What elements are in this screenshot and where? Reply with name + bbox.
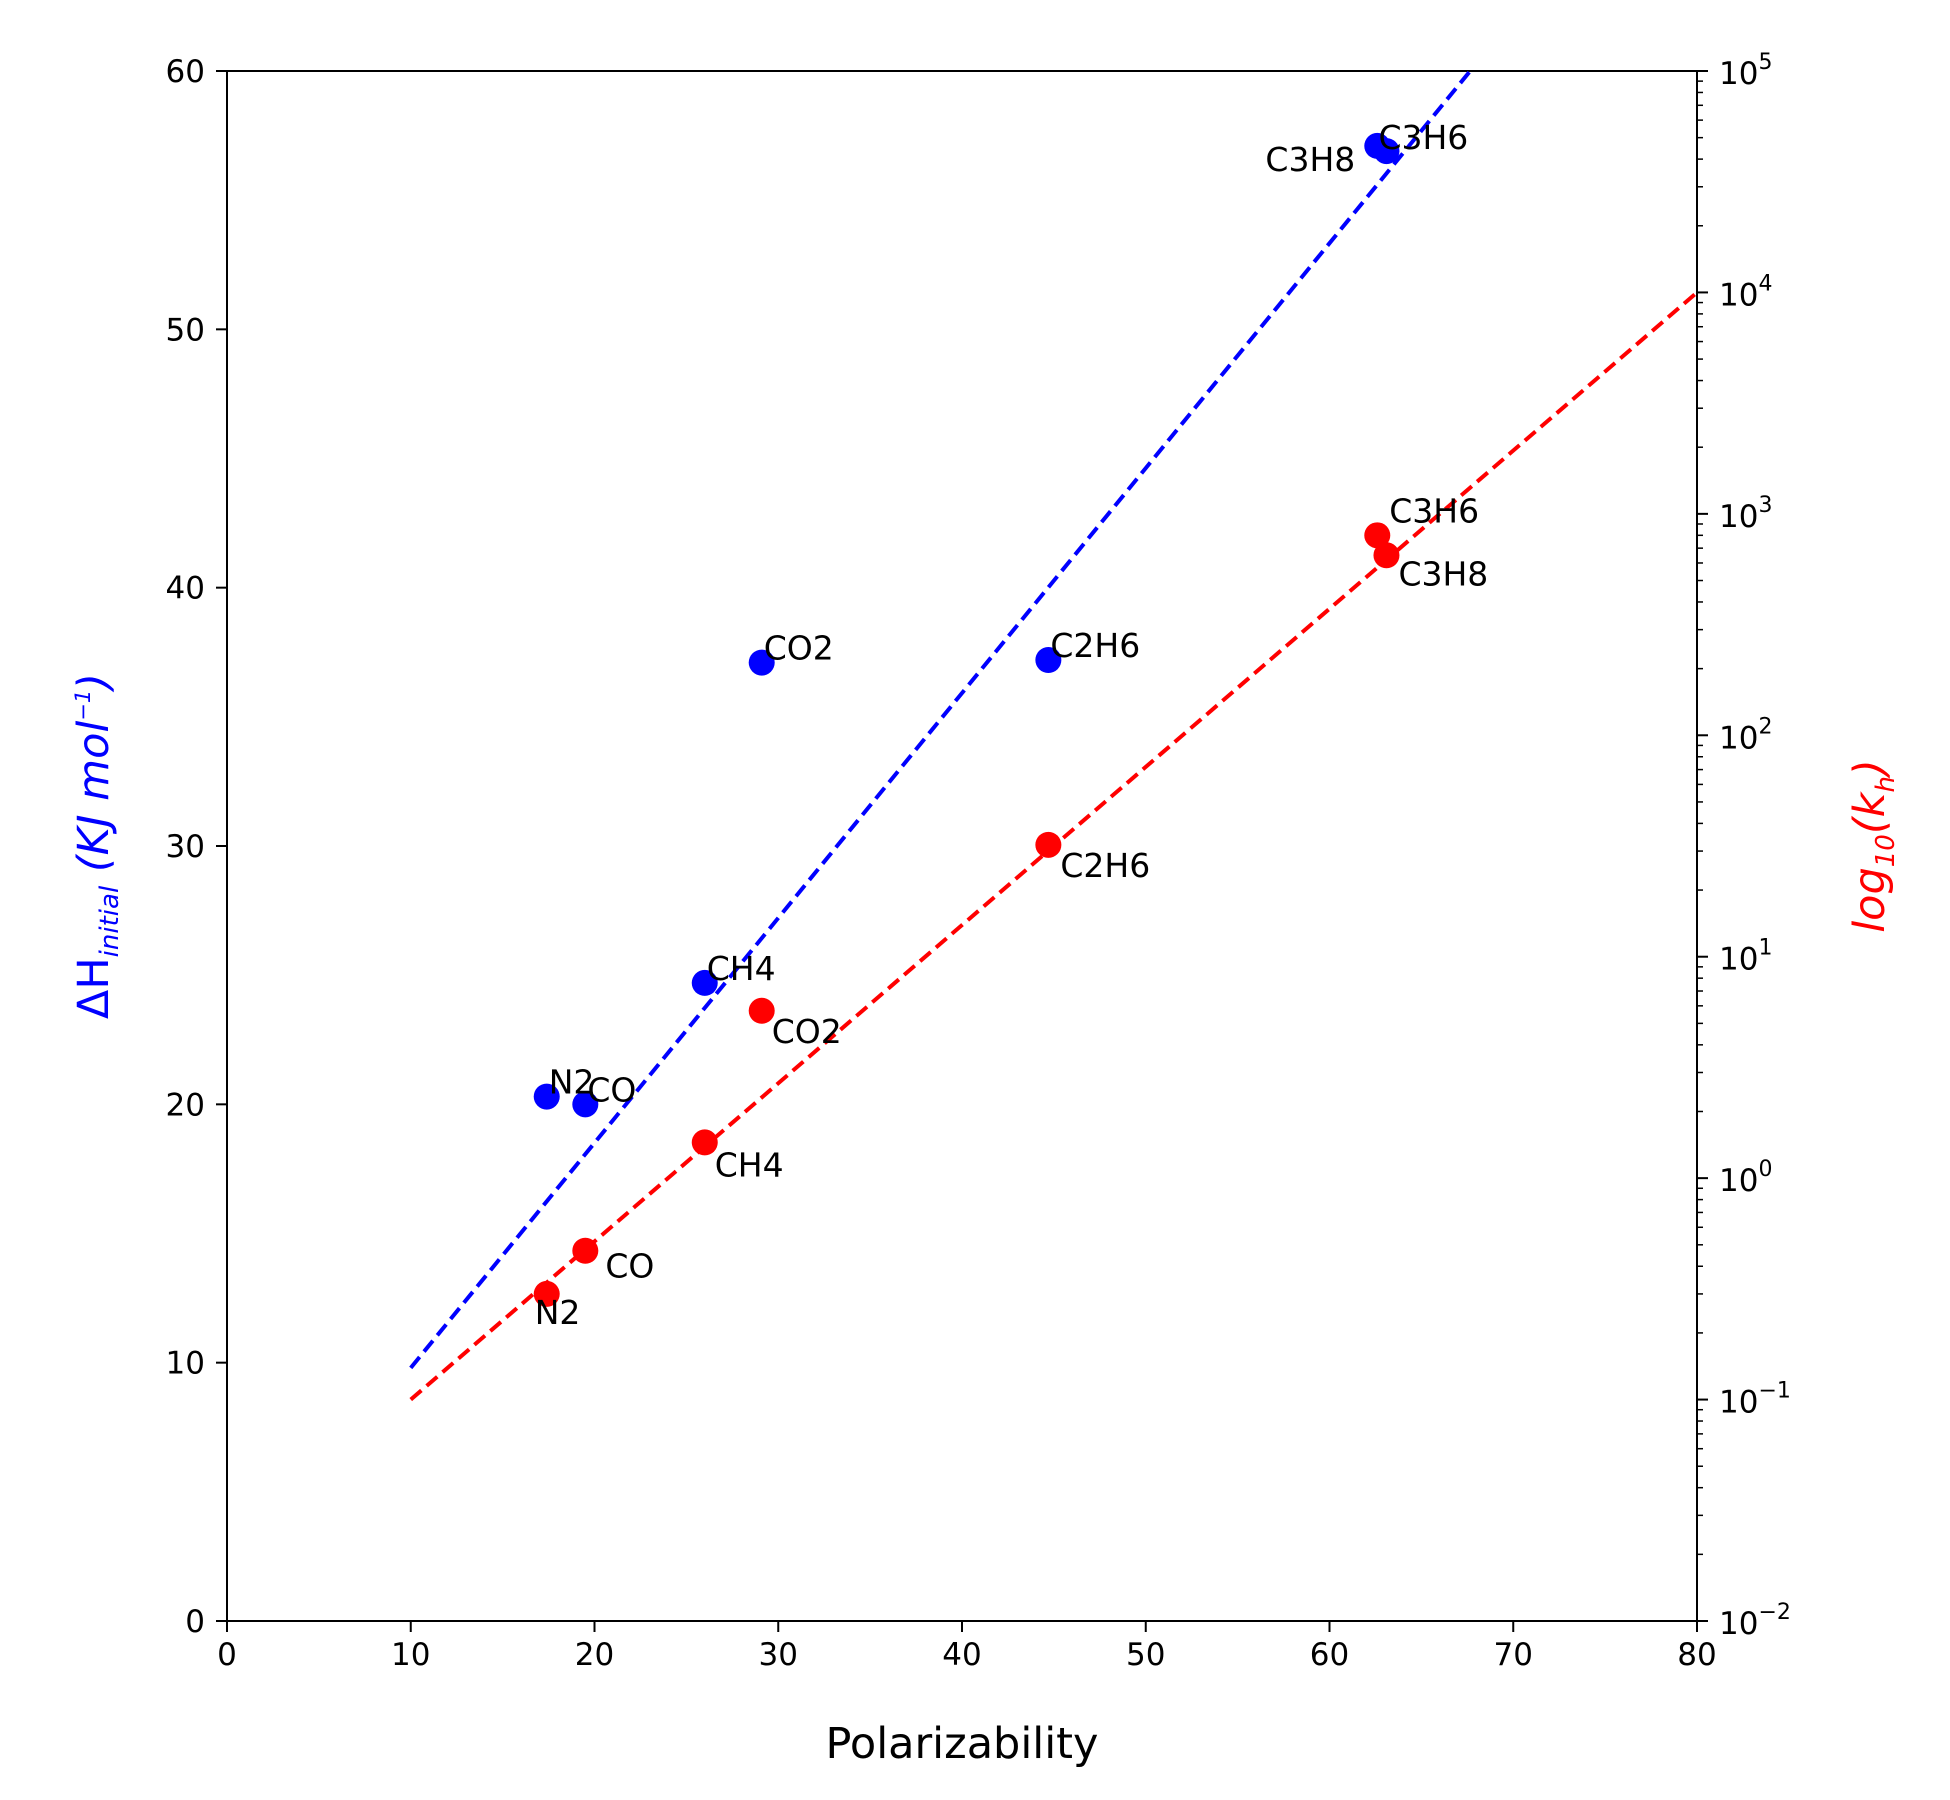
- plot-frame: [226, 70, 1698, 1622]
- point-label-left-c2h6: C2H6: [1050, 626, 1140, 665]
- point-left-co: [572, 1091, 599, 1118]
- point-label-left-n2: N2: [549, 1063, 595, 1102]
- left-axis-label-units: (KJ mol: [69, 721, 119, 886]
- point-label-left-co2: CO2: [764, 629, 834, 668]
- point-label-right-ch4: CH4: [715, 1145, 784, 1184]
- right-tick-label: 10−2: [1719, 1600, 1791, 1642]
- point-label-left-c3h6: C3H6: [1378, 118, 1468, 157]
- point-right-co: [572, 1237, 599, 1264]
- right-axis-label-close: ): [1845, 759, 1895, 779]
- fit-line-left: [409, 71, 1473, 1370]
- right-tick-label: 101: [1719, 936, 1772, 978]
- point-right-c3h6: [1364, 522, 1391, 549]
- left-y-axis: 0 10 20 30 40 50 60: [166, 54, 227, 1640]
- fit-lines: [409, 71, 1697, 1402]
- point-label-right-c2h6: C2H6: [1060, 846, 1150, 885]
- left-tick-label: 50: [166, 312, 205, 348]
- right-axis-label: log10(kh): [1845, 759, 1901, 933]
- right-tick-label: 105: [1719, 50, 1772, 92]
- point-left-co2: [748, 649, 775, 676]
- left-tick-label: 40: [166, 571, 205, 607]
- point-left-c3h6: [1373, 138, 1400, 165]
- left-tick-label: 30: [166, 829, 205, 865]
- left-axis-label: ΔHinitial (KJ mol−1): [69, 673, 125, 1019]
- point-left-n2: [533, 1083, 560, 1110]
- point-right-n2: [533, 1280, 560, 1307]
- x-tick-label: 50: [1126, 1637, 1165, 1673]
- data-points: [533, 132, 1400, 1307]
- left-axis-label-prefix: ΔH: [69, 957, 119, 1019]
- x-tick-label: 40: [942, 1637, 981, 1673]
- x-tick-label: 0: [217, 1637, 237, 1673]
- point-label-left-ch4: CH4: [707, 949, 776, 988]
- left-tick-label: 10: [166, 1346, 205, 1382]
- right-tick-label: 102: [1719, 714, 1772, 756]
- right-tick-label: 104: [1719, 271, 1772, 313]
- point-label-right-co: CO: [605, 1247, 654, 1286]
- x-axis: 0 10 20 30 40 50 60 70 80: [217, 1621, 1717, 1673]
- point-right-c3h8: [1373, 542, 1400, 569]
- left-tick-label: 60: [166, 54, 205, 90]
- left-axis-label-units-sup: −1: [71, 690, 95, 721]
- point-left-c2h6: [1035, 647, 1062, 673]
- left-axis-label-sub: initial: [95, 885, 125, 957]
- point-left-ch4: [691, 969, 718, 996]
- right-axis-label-open: (k: [1845, 790, 1895, 834]
- x-axis-label: Polarizability: [826, 1719, 1099, 1769]
- x-tick-label: 60: [1310, 1637, 1349, 1673]
- point-right-co2: [748, 997, 775, 1024]
- right-axis-label-prefix: log: [1845, 867, 1895, 933]
- right-tick-label: 10−1: [1719, 1379, 1791, 1421]
- right-y-axis: 10−2 10−1 100 101 102 103 104 105: [1697, 50, 1791, 1642]
- right-axis-label-sub: 10: [1871, 834, 1901, 867]
- x-tick-label: 80: [1677, 1637, 1716, 1673]
- point-label-left-co: CO: [587, 1070, 636, 1109]
- x-tick-label: 30: [759, 1637, 798, 1673]
- right-tick-label: 100: [1719, 1157, 1772, 1199]
- left-tick-label: 20: [166, 1087, 205, 1123]
- right-tick-label: 103: [1719, 493, 1772, 535]
- plot-area: [226, 70, 1698, 1622]
- point-label-right-n2: N2: [535, 1293, 581, 1332]
- x-tick-label: 10: [391, 1637, 430, 1673]
- point-label-right-c3h8: C3H8: [1398, 554, 1488, 593]
- x-tick-label: 20: [575, 1637, 614, 1673]
- left-tick-label: 0: [185, 1604, 205, 1640]
- point-right-c2h6: [1035, 831, 1062, 858]
- point-label-right-c3h6: C3H6: [1389, 491, 1479, 530]
- point-label-right-co2: CO2: [772, 1012, 842, 1051]
- left-axis-label-close: ): [69, 673, 119, 693]
- point-label-left-c3h8: C3H8: [1265, 140, 1355, 179]
- x-tick-label: 70: [1494, 1637, 1533, 1673]
- point-right-ch4: [691, 1129, 718, 1156]
- right-axis-label-paren-sub: h: [1871, 776, 1901, 792]
